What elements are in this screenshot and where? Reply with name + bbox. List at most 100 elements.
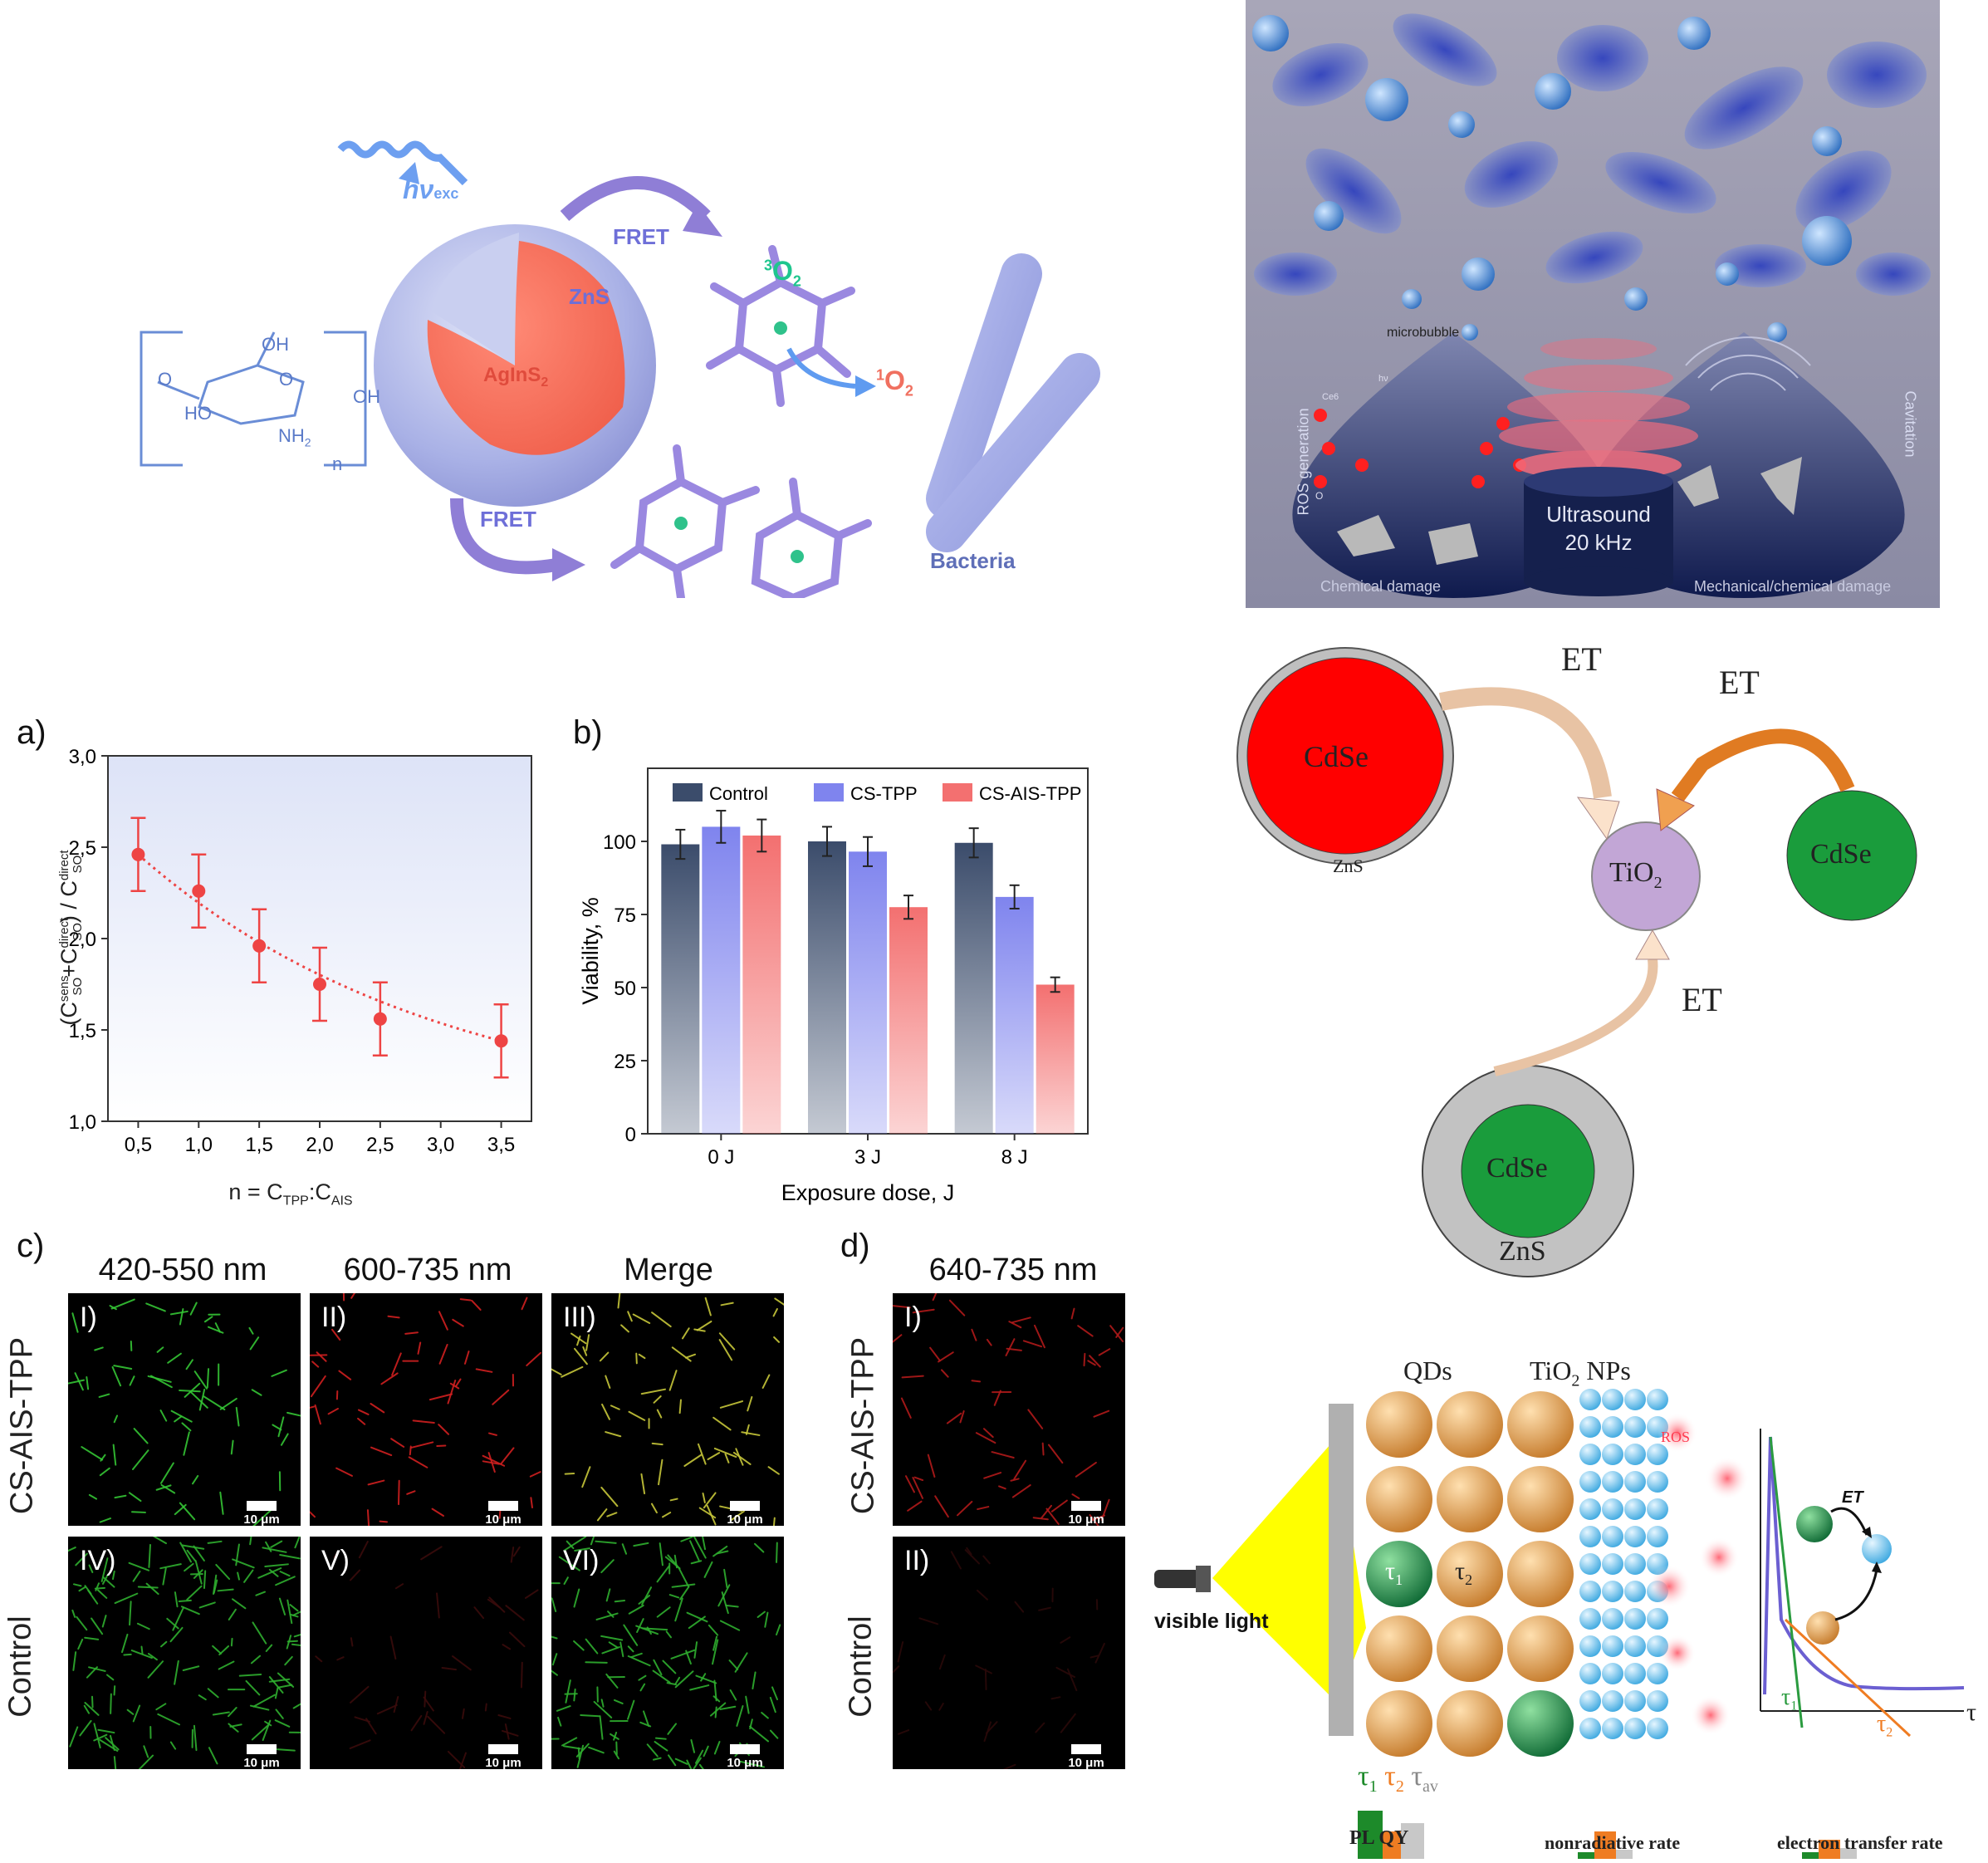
fret-top-label: FRET [613, 224, 669, 250]
fiber-segment [957, 1502, 972, 1515]
fiber-segment [411, 1442, 433, 1448]
fiber-segment [997, 1765, 1016, 1769]
fiber-segment [930, 1348, 940, 1361]
chart-b-bar [702, 826, 740, 1134]
fiber-segment [659, 1460, 662, 1484]
fiber-segment [191, 1392, 208, 1408]
fiber-segment [95, 1347, 103, 1350]
fiber-segment [763, 1375, 770, 1387]
fiber-segment [562, 1738, 576, 1745]
fiber-segment [752, 1672, 755, 1689]
fiber-segment [184, 1666, 199, 1670]
fiber-segment [115, 1594, 138, 1603]
fiber-segment [966, 1550, 979, 1563]
fiber-segment [180, 1309, 183, 1324]
tio2-nanoparticle [1647, 1526, 1668, 1547]
fiber-segment [939, 1704, 943, 1710]
scale-bar-c-1: 10 μm [242, 1501, 281, 1527]
fiber-segment [437, 1593, 439, 1617]
fiber-segment [414, 1420, 434, 1423]
micrograph-c-1: I) 10 μm [68, 1293, 301, 1526]
fiber-segment [698, 1321, 712, 1331]
fiber-segment [553, 1654, 557, 1664]
tio2-nanoparticle [1647, 1471, 1668, 1493]
fiber-segment [351, 1293, 365, 1298]
scale-bar-c-3: 10 μm [726, 1501, 764, 1527]
fiber-segment [396, 1584, 403, 1588]
fiber-segment [607, 1589, 610, 1601]
fibers-red-d [893, 1293, 1125, 1526]
scale-bar-c-6: 10 μm [726, 1744, 764, 1770]
fiber-segment [601, 1560, 614, 1572]
fiber-segment [158, 1347, 164, 1352]
fiber-segment [640, 1684, 644, 1691]
fiber-segment [381, 1373, 397, 1384]
fiber-segment [134, 1571, 140, 1581]
fiber-segment [709, 1625, 717, 1635]
fiber-segment [558, 1718, 561, 1726]
chitosan-n: n [332, 453, 342, 475]
fiber-segment [287, 1601, 291, 1624]
panel-c-col2: 600-735 nm [311, 1253, 544, 1288]
fiber-segment [654, 1396, 661, 1403]
fiber-segment [658, 1566, 669, 1582]
fiber-segment [310, 1509, 315, 1517]
fiber-segment [704, 1493, 716, 1508]
tau2-qd-label: τ2 [1455, 1557, 1472, 1589]
chart-b-bar [955, 843, 993, 1134]
fiber-segment [276, 1720, 290, 1727]
fiber-segment [1049, 1445, 1062, 1463]
ros-generation-label: ROS generation [1295, 383, 1313, 516]
fiber-segment [276, 1688, 278, 1698]
chart-b-ytick-label: 0 [625, 1124, 636, 1146]
chitosan-ho: HO [184, 403, 212, 424]
tio2-nanoparticle [1579, 1498, 1601, 1520]
roman-c-5: V) [321, 1545, 350, 1577]
fiber-segment [591, 1537, 599, 1544]
fiber-segment [161, 1642, 166, 1647]
fiber-segment [200, 1390, 204, 1410]
fiber-segment [453, 1656, 471, 1669]
fiber-segment [589, 1748, 604, 1753]
scale-bar-d-1: 10 μm [1067, 1501, 1105, 1527]
fiber-segment [575, 1589, 580, 1606]
fiber-segment [419, 1342, 421, 1353]
fiber-segment [265, 1564, 288, 1566]
fiber-segment [233, 1599, 245, 1608]
et-scheme-svg [1229, 631, 1976, 1279]
fiber-segment [668, 1755, 675, 1765]
micrograph-c-5: V) 10 μm [310, 1537, 542, 1769]
fiber-segment [1056, 1668, 1075, 1677]
fiber-segment [339, 1371, 350, 1380]
fiber-segment [424, 1692, 425, 1707]
fiber-segment [557, 1706, 570, 1711]
fiber-segment [205, 1316, 213, 1321]
panel-d-col1: 640-735 nm [897, 1253, 1129, 1288]
fiber-segment [249, 1328, 252, 1334]
fiber-segment [952, 1552, 961, 1568]
fiber-segment [1061, 1714, 1075, 1733]
fiber-segment [477, 1369, 492, 1371]
fiber-segment [600, 1353, 608, 1361]
fiber-segment [902, 1399, 911, 1418]
fiber-segment [113, 1367, 120, 1385]
fibers-green [68, 1293, 301, 1526]
fiber-segment [561, 1367, 582, 1377]
cavitation-label: Cavitation [1902, 391, 1919, 491]
triplet-o2-label: 3O2 [764, 256, 801, 290]
fiber-segment [1034, 1517, 1048, 1519]
fiber-segment [660, 1543, 663, 1565]
chart-b-legend-swatch [943, 783, 972, 802]
fiber-segment [715, 1742, 720, 1753]
fiber-segment [316, 1405, 321, 1424]
tio2-nanoparticle [1624, 1416, 1646, 1438]
tio2-nanoparticle [1602, 1526, 1623, 1547]
fiber-segment [100, 1468, 110, 1475]
roman-c-2: II) [321, 1302, 346, 1334]
tau-legend: τ1 τ2 τav [1358, 1761, 1438, 1797]
fiber-segment [663, 1661, 675, 1674]
fiber-segment [915, 1478, 923, 1480]
fiber-segment [579, 1748, 580, 1758]
panel-c-col1: 420-550 nm [66, 1253, 299, 1288]
